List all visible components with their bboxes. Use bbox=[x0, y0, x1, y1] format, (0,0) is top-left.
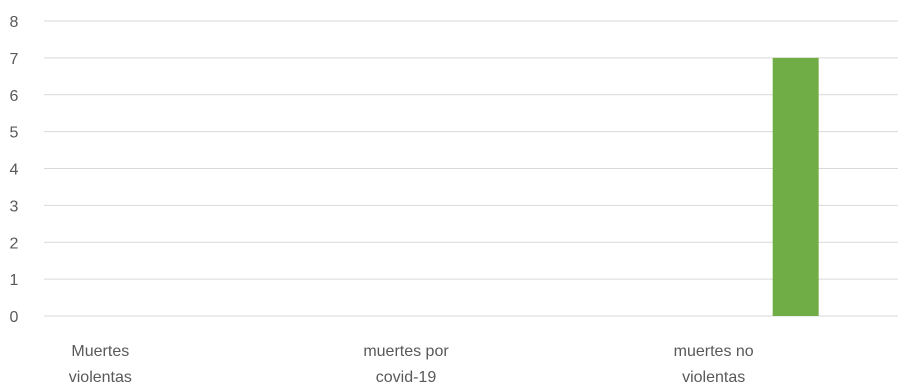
x-category-label-line: covid-19 bbox=[376, 369, 437, 386]
y-tick-label: 7 bbox=[10, 51, 19, 68]
y-tick-label: 1 bbox=[10, 272, 19, 289]
bar bbox=[772, 57, 819, 316]
y-tick-label: 4 bbox=[10, 162, 19, 179]
y-tick-label: 2 bbox=[10, 235, 19, 252]
x-category-label: muertes por covid-19 bbox=[363, 343, 449, 386]
y-tick-label: 6 bbox=[10, 88, 19, 105]
x-category-label-line: muertes no bbox=[674, 343, 754, 360]
x-category-label-line: violentas bbox=[69, 369, 132, 386]
y-tick-label: 0 bbox=[10, 309, 19, 326]
y-tick-label: 3 bbox=[10, 198, 19, 215]
x-category-label: Muertes violentas bbox=[69, 343, 132, 386]
gridlines bbox=[44, 20, 898, 317]
y-axis-tick-labels: 0 1 2 3 4 5 6 7 8 bbox=[10, 14, 19, 326]
x-category-label-line: Muertes bbox=[71, 343, 129, 360]
y-tick-label: 8 bbox=[10, 14, 19, 31]
x-category-label-line: violentas bbox=[682, 369, 745, 386]
y-tick-label: 5 bbox=[10, 125, 19, 142]
x-category-label: muertes no violentas bbox=[674, 343, 754, 386]
x-category-label-line: muertes por bbox=[363, 343, 449, 360]
bars bbox=[772, 57, 819, 316]
